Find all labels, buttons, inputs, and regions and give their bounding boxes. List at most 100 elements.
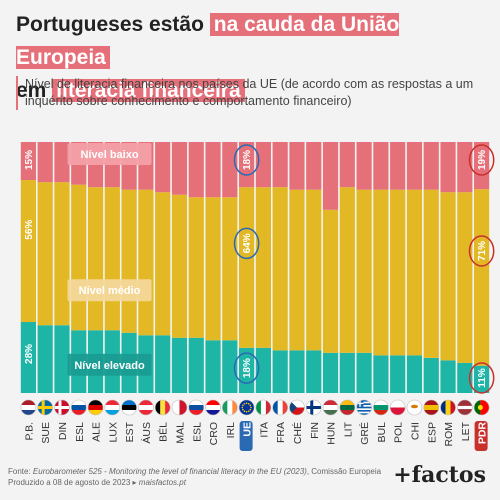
category-label: ALE: [91, 422, 103, 442]
category-label: MAL: [174, 422, 186, 444]
bar-segment: [356, 352, 372, 393]
category-label: POL: [393, 422, 405, 443]
flag-border: [121, 399, 137, 416]
flag-icon: [272, 400, 288, 415]
flag-border: [188, 399, 205, 416]
bar-segment: [104, 187, 120, 331]
flag-icon: [356, 400, 372, 415]
flag-icon: [339, 400, 355, 415]
bar-segment: [457, 192, 473, 363]
flag-border: [255, 399, 272, 416]
category-label: LIT: [342, 421, 354, 437]
category-label: P.B.: [23, 422, 35, 441]
title-part-3: em: [16, 79, 47, 102]
bar-segment: [339, 352, 355, 393]
bar-segment: [289, 189, 305, 351]
bar-segment: [54, 325, 70, 393]
bar-segment: [37, 142, 53, 183]
source-suffix: , Comissão Europeia: [306, 467, 382, 476]
bar-segment: [423, 142, 439, 190]
bar-segment: [222, 197, 238, 341]
bar-segment: [457, 362, 473, 393]
category-label: UE: [242, 422, 254, 437]
band-label: Nível elevado: [74, 360, 145, 372]
bar-segment: [474, 365, 490, 393]
bar-segment: [71, 184, 87, 331]
flag-icon: [20, 400, 36, 415]
flag-border: [70, 399, 87, 416]
category-label: BÉL: [157, 422, 170, 442]
category-label: HUN: [326, 422, 338, 445]
bar-segment: [239, 187, 255, 348]
data-label: 71%: [477, 241, 488, 261]
flag-border: [389, 399, 406, 416]
category-label: ESP: [426, 422, 438, 443]
category-label: ROM: [443, 422, 455, 447]
bar-segment: [440, 360, 456, 393]
flag-border: [440, 399, 456, 416]
band-label-box: [67, 279, 152, 302]
highlight-ring: [468, 144, 495, 176]
flag-border: [104, 399, 121, 416]
bar-segment: [222, 340, 238, 393]
bar-segment: [272, 187, 288, 351]
data-label: 18%: [242, 358, 253, 378]
flag-border: [473, 399, 490, 416]
flag-icon: [88, 400, 104, 415]
bar-segment: [272, 142, 288, 188]
bar-segment: [188, 337, 204, 393]
category-label: ESL: [74, 422, 86, 442]
flag-border: [238, 399, 255, 416]
title-part-1: Portugueses estão: [16, 13, 204, 36]
bar-segment: [440, 192, 456, 361]
flag-icon: [289, 400, 305, 415]
bar-segment: [306, 189, 322, 351]
category-label: ESL: [191, 422, 203, 442]
flag-icon: [255, 400, 271, 415]
bar-segment: [406, 189, 423, 356]
bar-segment: [373, 142, 389, 190]
bar-segment: [423, 357, 439, 393]
band-label: Nível baixo: [80, 149, 138, 161]
flag-border: [154, 399, 171, 416]
bar-segment: [188, 197, 204, 338]
flag-icon: [440, 400, 456, 415]
bar-segment: [289, 142, 305, 190]
category-label: GRÉ: [358, 422, 371, 445]
bar-segment: [406, 355, 423, 393]
bar-segment: [171, 142, 188, 195]
flag-border: [339, 399, 356, 416]
flag-border: [138, 399, 154, 416]
bar-segment: [306, 142, 322, 190]
data-label: 56%: [24, 220, 35, 240]
category-label: IRL: [225, 422, 237, 439]
category-label: PDR: [477, 422, 489, 445]
flag-icon: [138, 400, 154, 415]
category-label: SUE: [40, 422, 52, 444]
bar-segment: [322, 209, 339, 353]
data-label: 19%: [477, 150, 488, 170]
flag-border: [272, 399, 288, 416]
category-highlight: [239, 421, 253, 451]
flag-border: [171, 399, 188, 416]
flag-icon: [121, 400, 137, 415]
bar-segment: [37, 182, 53, 326]
bar-segment: [20, 142, 36, 181]
highlight-ring: [233, 144, 260, 176]
category-label: CRO: [208, 422, 220, 445]
bar-segment: [54, 182, 70, 326]
bar-segment: [289, 350, 305, 393]
bar-segment: [272, 350, 288, 393]
data-label: 28%: [24, 344, 35, 364]
flag-border: [20, 399, 37, 416]
produced-date: Produzido a 08 de agosto de 2023: [8, 478, 131, 487]
highlight-ring: [468, 362, 495, 394]
bar-segment: [356, 142, 372, 190]
flag-icon: [71, 400, 87, 415]
title-highlight-2: literacia financeira: [52, 79, 245, 102]
flag-icon: [406, 400, 422, 415]
bar-segment: [205, 340, 221, 393]
flag-icon: [474, 400, 490, 415]
bar-segment: [440, 142, 456, 193]
bar-segment: [20, 180, 36, 323]
